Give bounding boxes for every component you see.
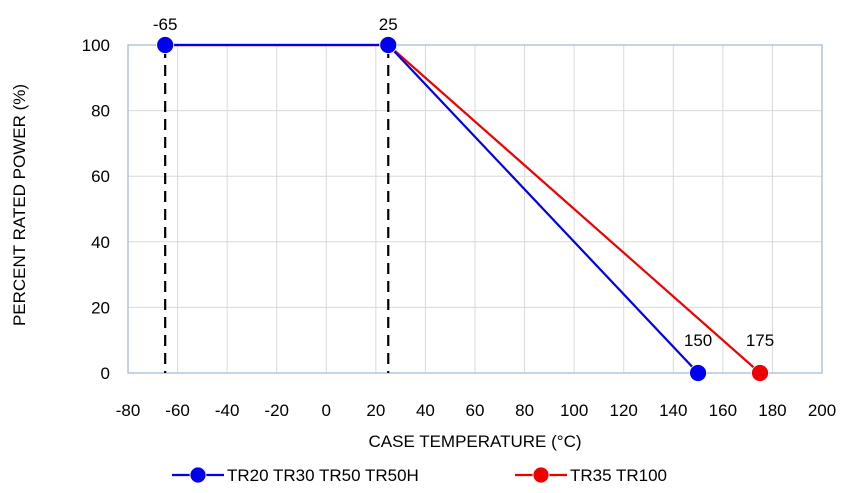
x-tick-label: 120: [610, 401, 638, 420]
series-marker: [689, 364, 707, 382]
x-tick-label: -20: [264, 401, 289, 420]
legend-marker: [532, 466, 550, 484]
data-annotation: 25: [379, 15, 398, 34]
x-tick-label: 160: [709, 401, 737, 420]
series-marker: [751, 364, 769, 382]
series-marker: [379, 36, 398, 54]
data-annotation: 175: [746, 331, 774, 350]
y-tick-label: 80: [91, 102, 110, 121]
plot-area-border: [127, 44, 823, 374]
legend-label: TR35 TR100: [570, 466, 667, 485]
gridlines: [127, 44, 823, 374]
series-line: [165, 43, 699, 374]
legend-label: TR20 TR30 TR50 TR50H: [227, 466, 419, 485]
x-tick-label: -80: [116, 401, 141, 420]
series-marker: [156, 36, 175, 54]
x-axis-title: CASE TEMPERATURE (°C): [368, 432, 581, 451]
x-tick-label: 0: [322, 401, 331, 420]
x-tick-label: 80: [515, 401, 534, 420]
x-tick-label: 100: [560, 401, 588, 420]
x-tick-label: 60: [466, 401, 485, 420]
y-tick-label: 40: [91, 233, 110, 252]
y-tick-label: 60: [91, 167, 110, 186]
x-tick-label: 140: [659, 401, 687, 420]
y-tick-label: 0: [101, 364, 110, 383]
x-tick-label: 180: [758, 401, 786, 420]
data-annotation: -65: [153, 15, 178, 34]
y-tick-label: 100: [82, 36, 110, 55]
y-axis-title: PERCENT RATED POWER (%): [10, 84, 29, 326]
x-tick-label: -40: [215, 401, 240, 420]
series-line: [165, 43, 761, 374]
x-tick-label: 40: [416, 401, 435, 420]
x-tick-label: 200: [808, 401, 836, 420]
y-tick-label: 20: [91, 298, 110, 317]
legend-marker: [189, 466, 207, 484]
x-tick-label: 20: [366, 401, 385, 420]
legend: TR20 TR30 TR50 TR50H TR35 TR100: [172, 466, 667, 485]
x-tick-label: -60: [165, 401, 190, 420]
data-annotation: 150: [684, 331, 712, 350]
